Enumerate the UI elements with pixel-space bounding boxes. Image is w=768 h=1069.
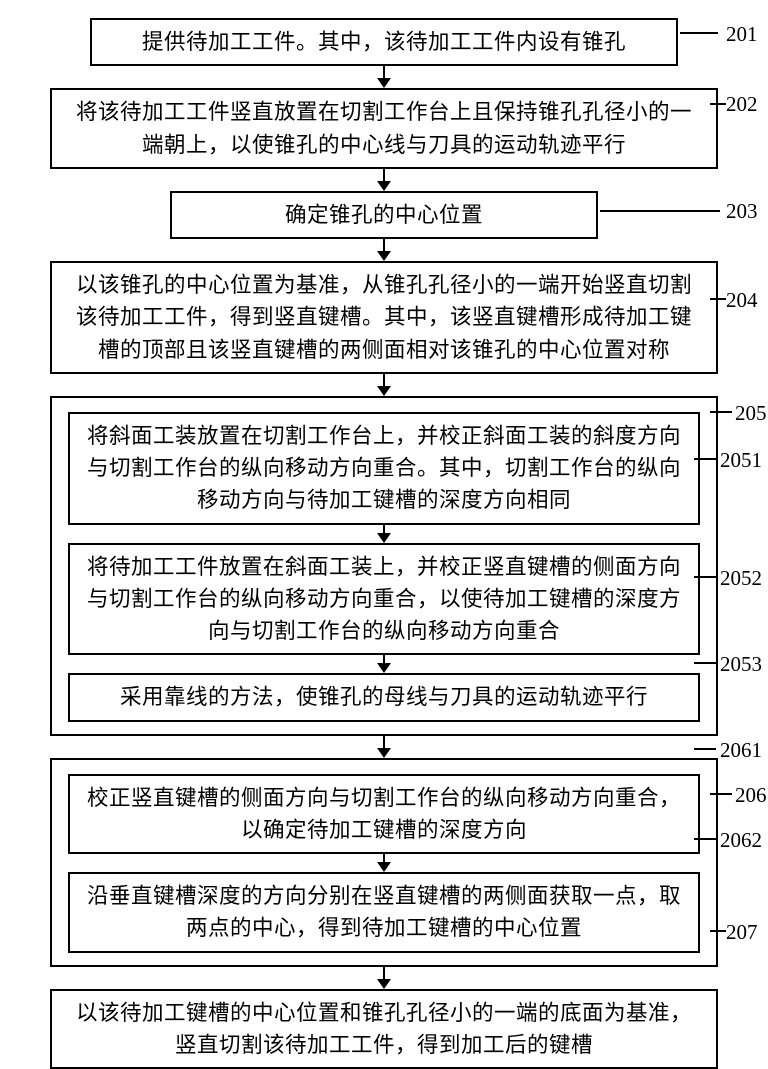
step-203: 确定锥孔的中心位置 xyxy=(170,191,598,239)
leader-203 xyxy=(600,210,720,212)
step-2062-text: 沿垂直键槽深度的方向分别在竖直键槽的两侧面获取一点，取两点的中心，得到待加工键槽… xyxy=(87,884,681,940)
step-201-text: 提供待加工工件。其中，该待加工工件内设有锥孔 xyxy=(142,30,626,54)
step-2052: 将待加工工件放置在斜面工装上，并校正竖直键槽的侧面方向与切割工作台的纵向移动方向… xyxy=(68,543,700,656)
group-205: 将斜面工装放置在切割工作台上，并校正斜面工装的斜度方向与切割工作台的纵向移动方向… xyxy=(50,396,718,736)
label-201: 201 xyxy=(726,24,758,45)
label-205: 205 xyxy=(735,403,767,424)
group-206: 校正竖直键槽的侧面方向与切割工作台的纵向移动方向重合，以确定待加工键槽的深度方向… xyxy=(50,758,718,967)
step-201: 提供待加工工件。其中，该待加工工件内设有锥孔 xyxy=(90,18,678,66)
label-204: 204 xyxy=(726,290,758,311)
step-204: 以该锥孔的中心位置为基准，从锥孔孔径小的一端开始竖直切割该待加工工件，得到竖直键… xyxy=(50,261,718,374)
step-202: 将该待加工工件竖直放置在切割工作台上且保持锥孔孔径小的一端朝上，以使锥孔的中心线… xyxy=(50,88,718,169)
step-2062: 沿垂直键槽深度的方向分别在竖直键槽的两侧面获取一点，取两点的中心，得到待加工键槽… xyxy=(68,872,700,953)
leader-206 xyxy=(710,793,732,795)
leader-2062 xyxy=(694,838,716,840)
label-2053: 2053 xyxy=(720,654,762,675)
step-2061: 校正竖直键槽的侧面方向与切割工作台的纵向移动方向重合，以确定待加工键槽的深度方向 xyxy=(68,774,700,855)
step-207-text: 以该待加工键槽的中心位置和锥孔孔径小的一端的底面为基准，竖直切割该待加工工件，得… xyxy=(76,1001,692,1057)
leader-204 xyxy=(710,298,726,300)
arrow xyxy=(50,967,718,989)
arrow xyxy=(50,736,718,758)
label-2061: 2061 xyxy=(720,740,762,761)
arrow xyxy=(50,239,718,261)
leader-2061 xyxy=(694,748,716,750)
leader-2052 xyxy=(694,576,716,578)
step-204-text: 以该锥孔的中心位置为基准，从锥孔孔径小的一端开始竖直切割该待加工工件，得到竖直键… xyxy=(76,273,692,362)
step-2051: 将斜面工装放置在切割工作台上，并校正斜面工装的斜度方向与切割工作台的纵向移动方向… xyxy=(68,412,700,525)
leader-2051 xyxy=(694,458,716,460)
step-2052-text: 将待加工工件放置在斜面工装上，并校正竖直键槽的侧面方向与切割工作台的纵向移动方向… xyxy=(87,555,681,644)
arrow xyxy=(68,655,700,673)
flowchart: 提供待加工工件。其中，该待加工工件内设有锥孔 201 将该待加工工件竖直放置在切… xyxy=(50,18,718,1069)
leader-202 xyxy=(710,103,726,105)
arrow xyxy=(50,374,718,396)
label-202: 202 xyxy=(726,94,758,115)
step-2053-text: 采用靠线的方法，使锥孔的母线与刀具的运动轨迹平行 xyxy=(120,685,648,709)
label-2052: 2052 xyxy=(720,568,762,589)
leader-201 xyxy=(680,32,718,34)
arrow xyxy=(68,525,700,543)
step-2061-text: 校正竖直键槽的侧面方向与切割工作台的纵向移动方向重合，以确定待加工键槽的深度方向 xyxy=(87,786,681,842)
leader-2053 xyxy=(694,662,716,664)
leader-207 xyxy=(710,930,726,932)
step-2051-text: 将斜面工装放置在切割工作台上，并校正斜面工装的斜度方向与切割工作台的纵向移动方向… xyxy=(87,424,681,513)
step-203-text: 确定锥孔的中心位置 xyxy=(285,203,483,227)
label-207: 207 xyxy=(726,922,758,943)
leader-205 xyxy=(710,411,732,413)
step-2053: 采用靠线的方法，使锥孔的母线与刀具的运动轨迹平行 xyxy=(68,673,700,721)
arrow xyxy=(68,854,700,872)
label-2062: 2062 xyxy=(720,830,762,851)
step-207: 以该待加工键槽的中心位置和锥孔孔径小的一端的底面为基准，竖直切割该待加工工件，得… xyxy=(50,989,718,1069)
arrow xyxy=(50,66,718,88)
step-202-text: 将该待加工工件竖直放置在切割工作台上且保持锥孔孔径小的一端朝上，以使锥孔的中心线… xyxy=(76,100,692,156)
label-2051: 2051 xyxy=(720,450,762,471)
arrow xyxy=(50,169,718,191)
label-203: 203 xyxy=(726,201,758,222)
label-206: 206 xyxy=(735,785,767,806)
